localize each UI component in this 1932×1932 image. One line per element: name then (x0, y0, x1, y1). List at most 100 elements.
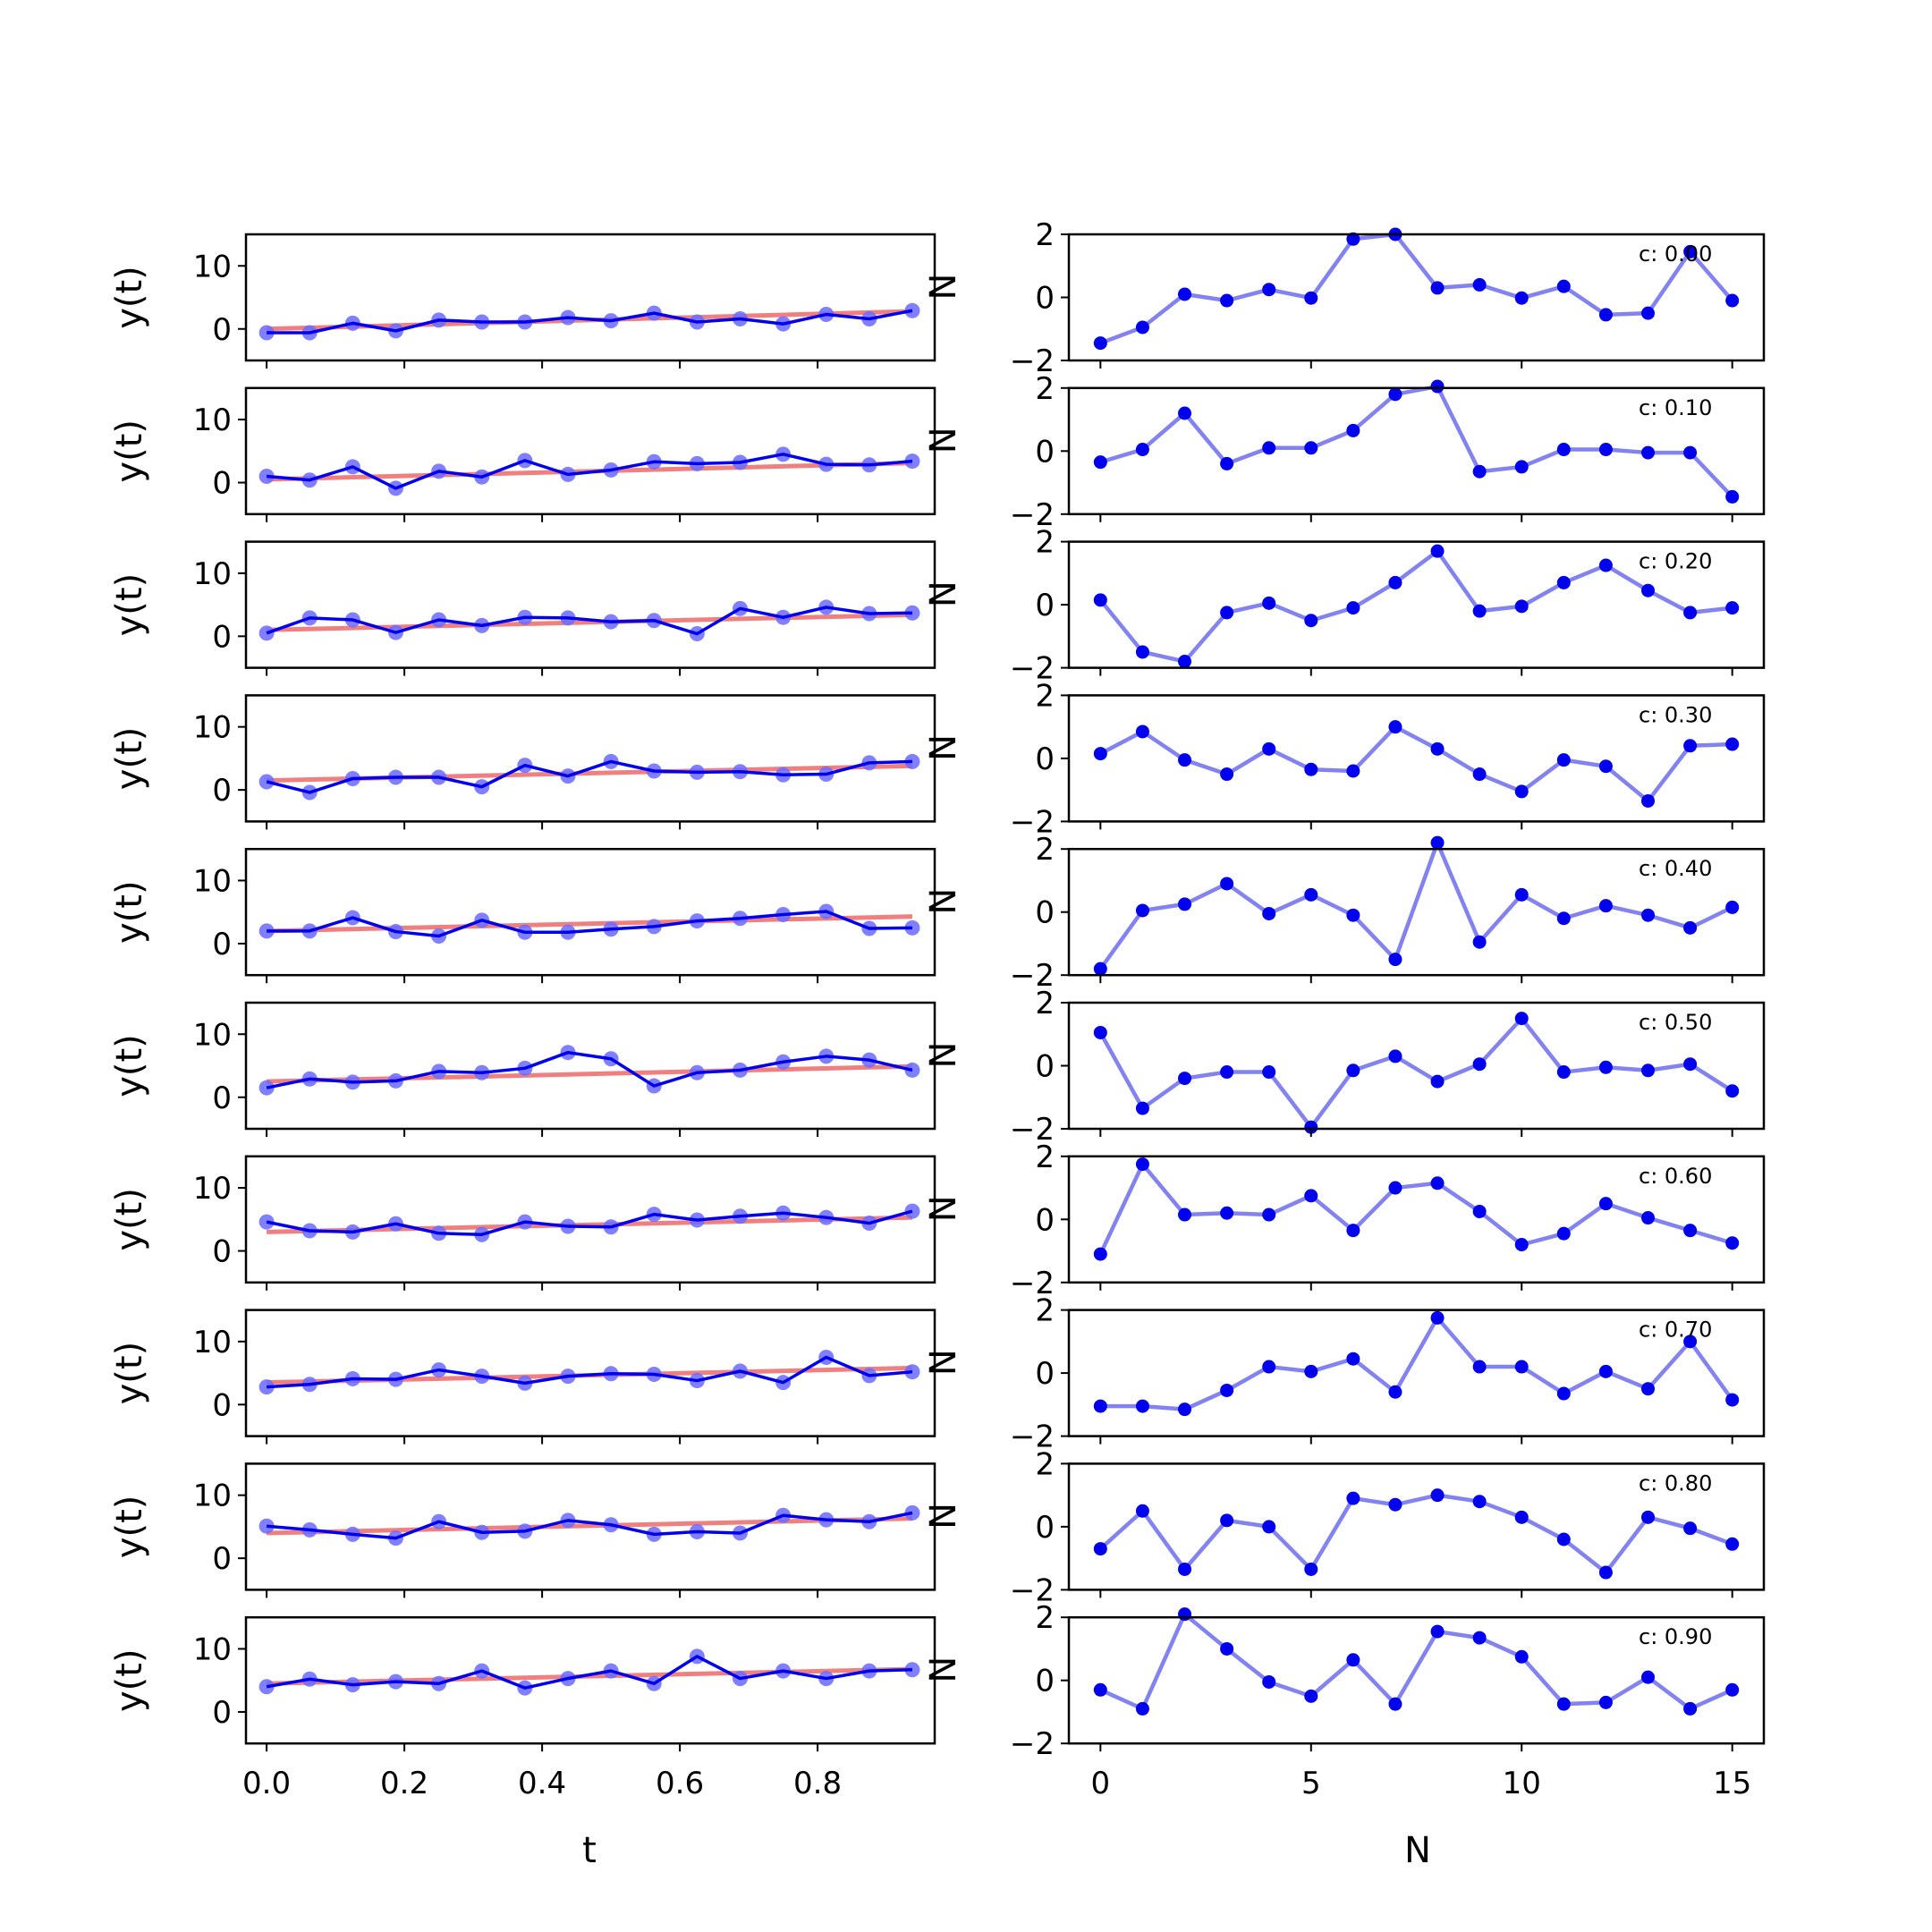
residual-point (1262, 596, 1276, 610)
residual-line (1099, 724, 1733, 803)
residual-point (1683, 1521, 1698, 1536)
residual-point (1556, 911, 1571, 926)
residual-point (1220, 293, 1234, 308)
y-tick-label: 0 (212, 1695, 232, 1731)
residual-point (1598, 443, 1613, 457)
y-tick-label: 0 (212, 1080, 232, 1116)
residual-point (1598, 308, 1613, 322)
residual-point (1472, 604, 1487, 618)
residual-point (1178, 1208, 1191, 1222)
residual-point (1346, 601, 1360, 615)
y-tick-label: 10 (193, 556, 232, 592)
residual-point (1430, 1624, 1445, 1639)
residual-line (1098, 1162, 1733, 1256)
residual-point (1220, 1065, 1234, 1080)
residual-point (1641, 793, 1655, 808)
residual-point (1725, 1682, 1740, 1697)
residual-point (1641, 1670, 1655, 1684)
residual-point (1472, 1495, 1487, 1509)
y-tick-label: −2 (1010, 804, 1055, 840)
residual-point (1514, 291, 1529, 305)
x-tick-label: 15 (1713, 1766, 1751, 1801)
left-panel-row-3: 0 10 y(t) (109, 694, 936, 830)
y-tick-label: 0 (1035, 434, 1055, 470)
residual-point (1598, 558, 1613, 572)
y-tick-label: 10 (193, 1325, 232, 1360)
residual-point (1135, 645, 1149, 659)
residual-point (1641, 1063, 1655, 1078)
axes-frame (244, 1155, 936, 1284)
residual-point (1556, 1697, 1571, 1711)
right-panel-row-5: −2 0 2 Nc: 0.50 (923, 986, 1766, 1148)
y-tick-label: 2 (1035, 1293, 1055, 1329)
residual-point (1598, 1197, 1613, 1211)
residual-point (1135, 903, 1149, 918)
y-tick-label: 10 (193, 1479, 232, 1514)
residual-point (1598, 1565, 1613, 1580)
left-panel-row-8: 0 10 y(t) (109, 1462, 936, 1598)
right-panel-row-3: −2 0 2 Nc: 0.30 (923, 678, 1766, 840)
residual-line (1099, 384, 1734, 498)
residual-point (1304, 1562, 1318, 1576)
residual-point (1135, 1101, 1149, 1115)
residual-point (1093, 1025, 1107, 1039)
right-panel-row-4: −2 0 2 Nc: 0.40 (923, 832, 1766, 994)
residual-point (1346, 423, 1360, 437)
residual-point (1304, 291, 1318, 305)
residual-line (1100, 1316, 1734, 1411)
y-tick-label: 0 (1035, 1510, 1055, 1546)
residual-line (1099, 232, 1734, 345)
residual-point (1346, 908, 1360, 922)
residual-point (1093, 962, 1107, 976)
y-tick-label: 2 (1035, 217, 1055, 253)
y-tick-label: 2 (1035, 371, 1055, 407)
left-panel-row-7: 0 10 y(t) (109, 1309, 936, 1445)
residual-point (1220, 1513, 1234, 1528)
residual-y-axis-label: N (923, 580, 964, 607)
x-tick-label: 5 (1301, 1766, 1321, 1801)
residual-point (1683, 445, 1698, 460)
axes-frame (244, 847, 936, 977)
residual-point (1262, 741, 1276, 756)
y-tick-label: 0 (212, 466, 232, 502)
y-tick-label: 0 (212, 1541, 232, 1577)
residual-point (1725, 293, 1740, 308)
residual-point (1388, 720, 1402, 734)
residual-point (1641, 1382, 1655, 1396)
residual-point (1388, 1497, 1402, 1512)
left-panel-row-2: 0 10 y(t) (109, 540, 936, 676)
residual-point (1725, 1537, 1740, 1551)
residual-point (1683, 920, 1698, 935)
axes-frame (244, 540, 936, 669)
y-tick-label: 2 (1035, 525, 1055, 561)
residual-point (1598, 1060, 1613, 1074)
y-tick-label: 2 (1035, 1446, 1055, 1482)
y-tick-label: 0 (212, 619, 232, 655)
residual-point (1346, 764, 1360, 778)
residual-point (1472, 1360, 1487, 1374)
x-tick-label: 0.0 (242, 1766, 291, 1801)
residual-point (1430, 1074, 1445, 1089)
residual-y-axis-label: N (923, 1503, 964, 1530)
y-tick-label: 10 (193, 710, 232, 746)
axes-frame (244, 1462, 936, 1591)
residual-point (1220, 456, 1234, 470)
residual-point (1598, 1695, 1613, 1709)
residual-point (1388, 387, 1402, 402)
data-series-line (266, 1209, 913, 1236)
residual-point (1683, 606, 1698, 620)
residual-point (1135, 1701, 1149, 1716)
c-annotation: c: 0.70 (1639, 1318, 1712, 1343)
y-tick-label: 0 (212, 312, 232, 348)
residual-point (1135, 320, 1149, 335)
residual-point (1178, 287, 1191, 301)
left-panel-row-1: 0 10 y(t) (109, 386, 936, 522)
residual-point (1093, 747, 1107, 761)
residual-point (1093, 1682, 1107, 1697)
residual-point (1514, 784, 1529, 799)
c-annotation: c: 0.30 (1639, 702, 1712, 727)
residual-point (1220, 1206, 1234, 1220)
fit-line (267, 914, 913, 934)
residual-point (1430, 544, 1445, 558)
